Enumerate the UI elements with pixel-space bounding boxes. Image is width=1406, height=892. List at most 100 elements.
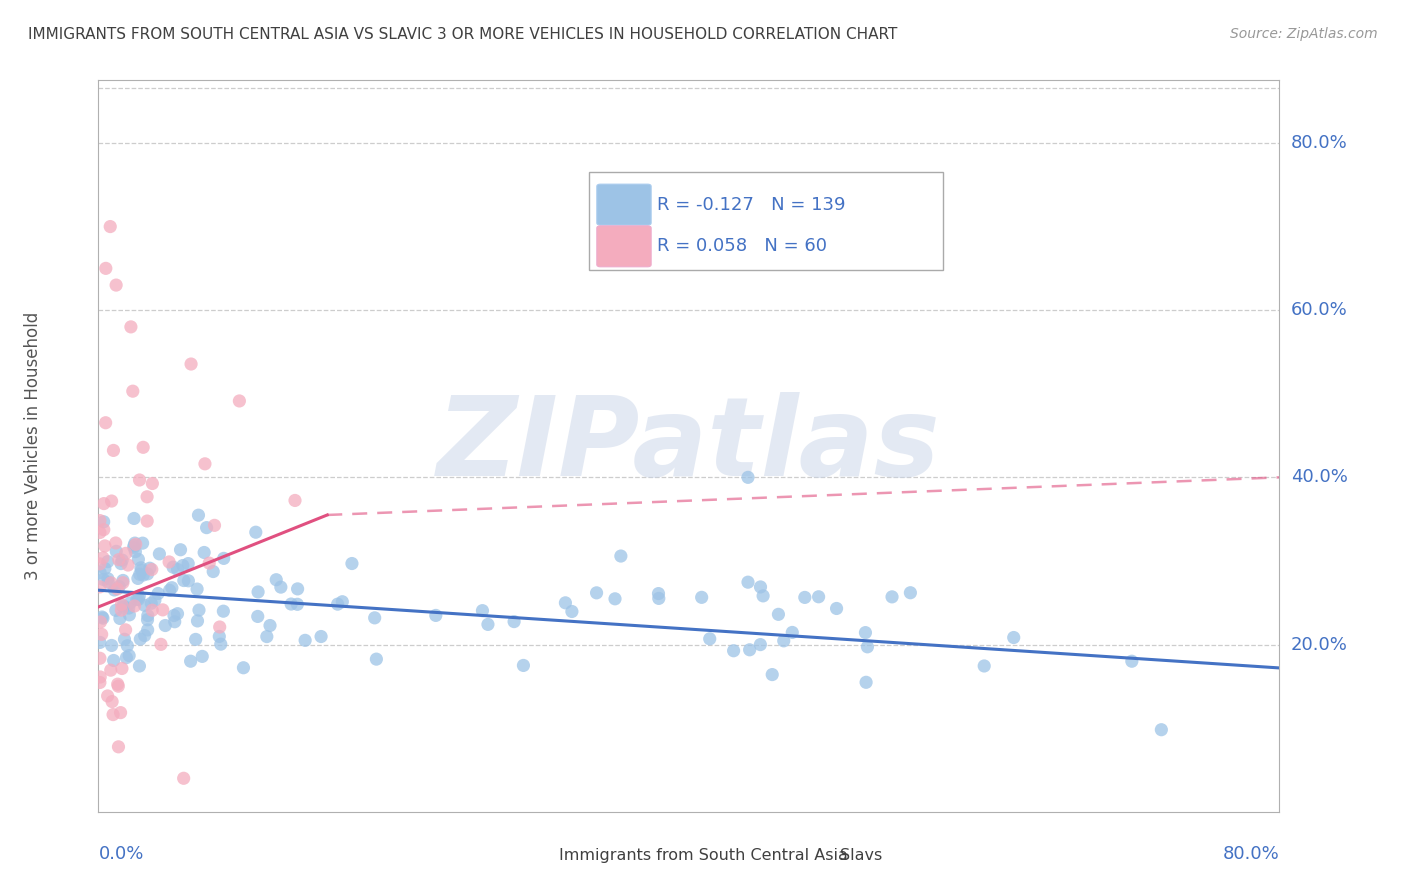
- Text: IMMIGRANTS FROM SOUTH CENTRAL ASIA VS SLAVIC 3 OR MORE VEHICLES IN HOUSEHOLD COR: IMMIGRANTS FROM SOUTH CENTRAL ASIA VS SL…: [28, 27, 897, 42]
- Point: [94, 261, 117, 276]
- Point: [287, 582, 309, 596]
- Point: [280, 597, 302, 611]
- Point: [103, 653, 125, 667]
- Point: [107, 677, 129, 691]
- Point: [131, 563, 153, 577]
- Point: [112, 600, 135, 615]
- Point: [115, 650, 138, 665]
- Text: 0.0%: 0.0%: [98, 845, 143, 863]
- Point: [264, 573, 287, 587]
- Point: [749, 580, 772, 594]
- Point: [110, 598, 132, 612]
- Point: [157, 555, 180, 569]
- Point: [585, 586, 607, 600]
- Point: [648, 591, 671, 606]
- Point: [124, 599, 146, 613]
- Point: [195, 521, 218, 535]
- Point: [270, 580, 292, 594]
- Point: [111, 574, 134, 588]
- Text: Immigrants from South Central Asia: Immigrants from South Central Asia: [560, 848, 848, 863]
- Point: [128, 589, 150, 603]
- Point: [177, 557, 200, 571]
- Text: 3 or more Vehicles in Household: 3 or more Vehicles in Household: [24, 312, 42, 580]
- Point: [1121, 654, 1143, 668]
- Point: [117, 558, 139, 572]
- Point: [104, 603, 127, 617]
- Point: [259, 618, 281, 632]
- Point: [117, 639, 139, 653]
- Point: [477, 617, 499, 632]
- Point: [127, 552, 149, 566]
- Point: [89, 615, 111, 629]
- Point: [647, 586, 669, 600]
- FancyBboxPatch shape: [589, 171, 943, 270]
- Point: [330, 595, 353, 609]
- Point: [169, 542, 191, 557]
- Point: [141, 596, 163, 610]
- Point: [208, 620, 231, 634]
- Point: [100, 494, 122, 508]
- Point: [256, 630, 278, 644]
- Point: [198, 556, 221, 570]
- Point: [209, 637, 232, 651]
- Point: [91, 611, 114, 625]
- Point: [187, 508, 209, 523]
- Point: [90, 627, 112, 641]
- Point: [129, 561, 152, 575]
- Point: [856, 640, 879, 654]
- Point: [152, 603, 174, 617]
- Point: [89, 514, 111, 528]
- Text: R = -0.127   N = 139: R = -0.127 N = 139: [657, 195, 845, 213]
- Point: [193, 545, 215, 559]
- Point: [143, 593, 166, 607]
- Point: [425, 608, 447, 623]
- Point: [503, 615, 526, 629]
- Point: [97, 572, 120, 586]
- Point: [114, 546, 136, 560]
- Point: [166, 607, 188, 621]
- Point: [132, 440, 155, 454]
- Text: 60.0%: 60.0%: [1291, 301, 1347, 319]
- Point: [188, 603, 211, 617]
- Point: [761, 667, 783, 681]
- Point: [100, 639, 122, 653]
- Point: [163, 615, 186, 629]
- FancyBboxPatch shape: [799, 843, 837, 868]
- Point: [91, 550, 114, 565]
- Text: 20.0%: 20.0%: [1291, 635, 1347, 654]
- FancyBboxPatch shape: [596, 184, 651, 225]
- Point: [149, 637, 172, 651]
- Point: [136, 514, 159, 528]
- Point: [125, 537, 148, 551]
- Point: [807, 590, 830, 604]
- Point: [136, 490, 159, 504]
- Text: Source: ZipAtlas.com: Source: ZipAtlas.com: [1230, 27, 1378, 41]
- Point: [973, 659, 995, 673]
- Point: [309, 630, 332, 644]
- Point: [202, 565, 225, 579]
- Point: [172, 558, 194, 573]
- Point: [124, 536, 146, 550]
- Point: [103, 443, 125, 458]
- Point: [105, 278, 128, 293]
- Point: [125, 592, 148, 607]
- Text: 40.0%: 40.0%: [1291, 468, 1347, 486]
- Text: R = 0.058   N = 60: R = 0.058 N = 60: [657, 237, 827, 255]
- Point: [141, 476, 163, 491]
- Point: [94, 539, 117, 553]
- Point: [825, 601, 848, 615]
- Point: [94, 416, 117, 430]
- Point: [118, 648, 141, 663]
- Text: 80.0%: 80.0%: [1223, 845, 1279, 863]
- Point: [93, 573, 115, 587]
- Point: [880, 590, 903, 604]
- Point: [107, 679, 129, 693]
- Point: [162, 560, 184, 574]
- Point: [100, 575, 122, 590]
- Point: [139, 561, 162, 575]
- Point: [120, 596, 142, 610]
- Point: [163, 608, 186, 623]
- Point: [89, 566, 111, 580]
- Point: [89, 557, 111, 571]
- Point: [180, 654, 202, 668]
